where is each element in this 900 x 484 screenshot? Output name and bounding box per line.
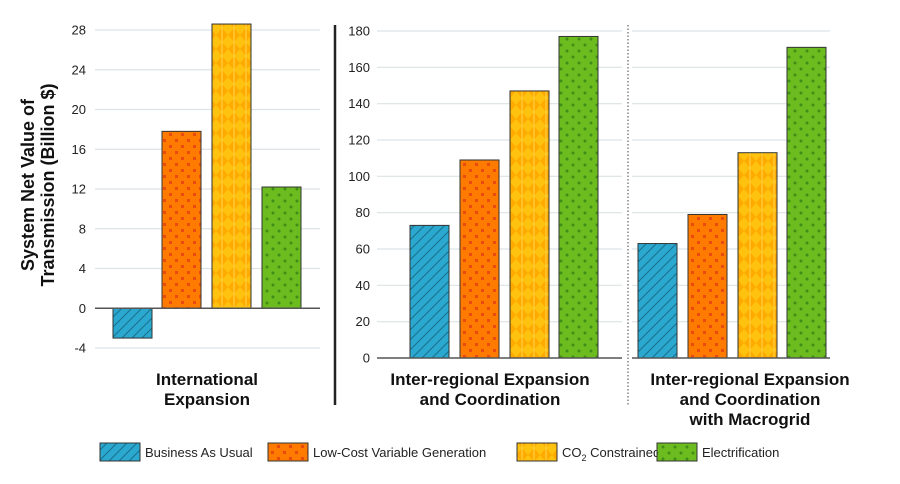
bar-low-cost-variable-generation	[161, 130, 202, 309]
legend-label-text: CO	[562, 445, 582, 460]
legend-label-subscript: 2	[582, 453, 587, 463]
legend-swatch	[99, 442, 141, 462]
category-label: International	[156, 370, 258, 389]
panel-1: 0 20 40 60 80 100 120 140 160 180 Inter-regional E…	[348, 24, 622, 409]
legend: Business As Usual Low-Cost Variable Gener…	[99, 442, 779, 463]
y-tick-label: 40	[356, 278, 370, 293]
bar-low-cost-variable-generation	[687, 213, 728, 359]
legend-label-suffix: Constrained	[587, 445, 661, 460]
y-tick-label: 60	[356, 242, 370, 257]
legend-item: Electrification	[656, 442, 779, 462]
y-tick-label: 0	[363, 351, 370, 366]
y-axis-label-line-1: System Net Value of	[18, 98, 38, 271]
category-label: with Macrogrid	[689, 410, 811, 429]
legend-item: Low-Cost Variable Generation	[267, 442, 486, 462]
category-label: Expansion	[164, 390, 250, 409]
y-tick-label: 20	[72, 102, 86, 117]
legend-label: Electrification	[702, 445, 779, 460]
category-label: Inter-regional Expansion	[650, 370, 849, 389]
legend-label: CO2 Constrained	[562, 445, 660, 463]
legend-label-text: Business As Usual	[145, 445, 253, 460]
bar-co	[509, 90, 550, 359]
y-tick-label: 140	[348, 96, 370, 111]
y-tick-label: 80	[356, 205, 370, 220]
legend-item: Business As Usual	[99, 442, 253, 462]
y-tick-label: 160	[348, 60, 370, 75]
legend-label-text: Electrification	[702, 445, 779, 460]
bar-business-as-usual	[637, 243, 678, 359]
legend-swatch	[656, 442, 698, 462]
y-tick-label: -4	[74, 341, 86, 356]
y-tick-label: 16	[72, 142, 86, 157]
bar-electrification	[261, 186, 302, 309]
legend-label: Business As Usual	[145, 445, 253, 460]
y-tick-label: 8	[79, 221, 86, 236]
y-axis-label-line-2: Transmission (Billion $)	[38, 83, 58, 286]
category-label: Inter-regional Expansion	[390, 370, 589, 389]
y-axis-label: System Net Value of Transmission (Billio…	[18, 83, 58, 286]
y-tick-label: 28	[72, 23, 86, 38]
legend-swatch	[516, 442, 558, 462]
y-tick-label: 4	[79, 261, 86, 276]
y-tick-label: 12	[72, 182, 86, 197]
y-tick-label: 120	[348, 133, 370, 148]
y-tick-label: 20	[356, 314, 370, 329]
category-label: and Coordination	[680, 390, 821, 409]
category-label: and Coordination	[420, 390, 561, 409]
legend-swatch	[267, 442, 309, 462]
bar-business-as-usual	[409, 224, 450, 359]
bar-low-cost-variable-generation	[459, 159, 500, 359]
bar-electrification	[786, 46, 827, 359]
y-tick-label: 100	[348, 169, 370, 184]
bar-co	[737, 152, 778, 359]
y-tick-label: 180	[348, 24, 370, 39]
legend-label: Low-Cost Variable Generation	[313, 445, 486, 460]
y-tick-label: 0	[79, 301, 86, 316]
bar-business-as-usual	[112, 307, 153, 339]
bar-co	[211, 23, 252, 309]
legend-item: CO2 Constrained	[516, 442, 660, 463]
y-tick-label: 24	[72, 62, 86, 77]
bar-electrification	[558, 35, 599, 359]
legend-label-text: Low-Cost Variable Generation	[313, 445, 486, 460]
